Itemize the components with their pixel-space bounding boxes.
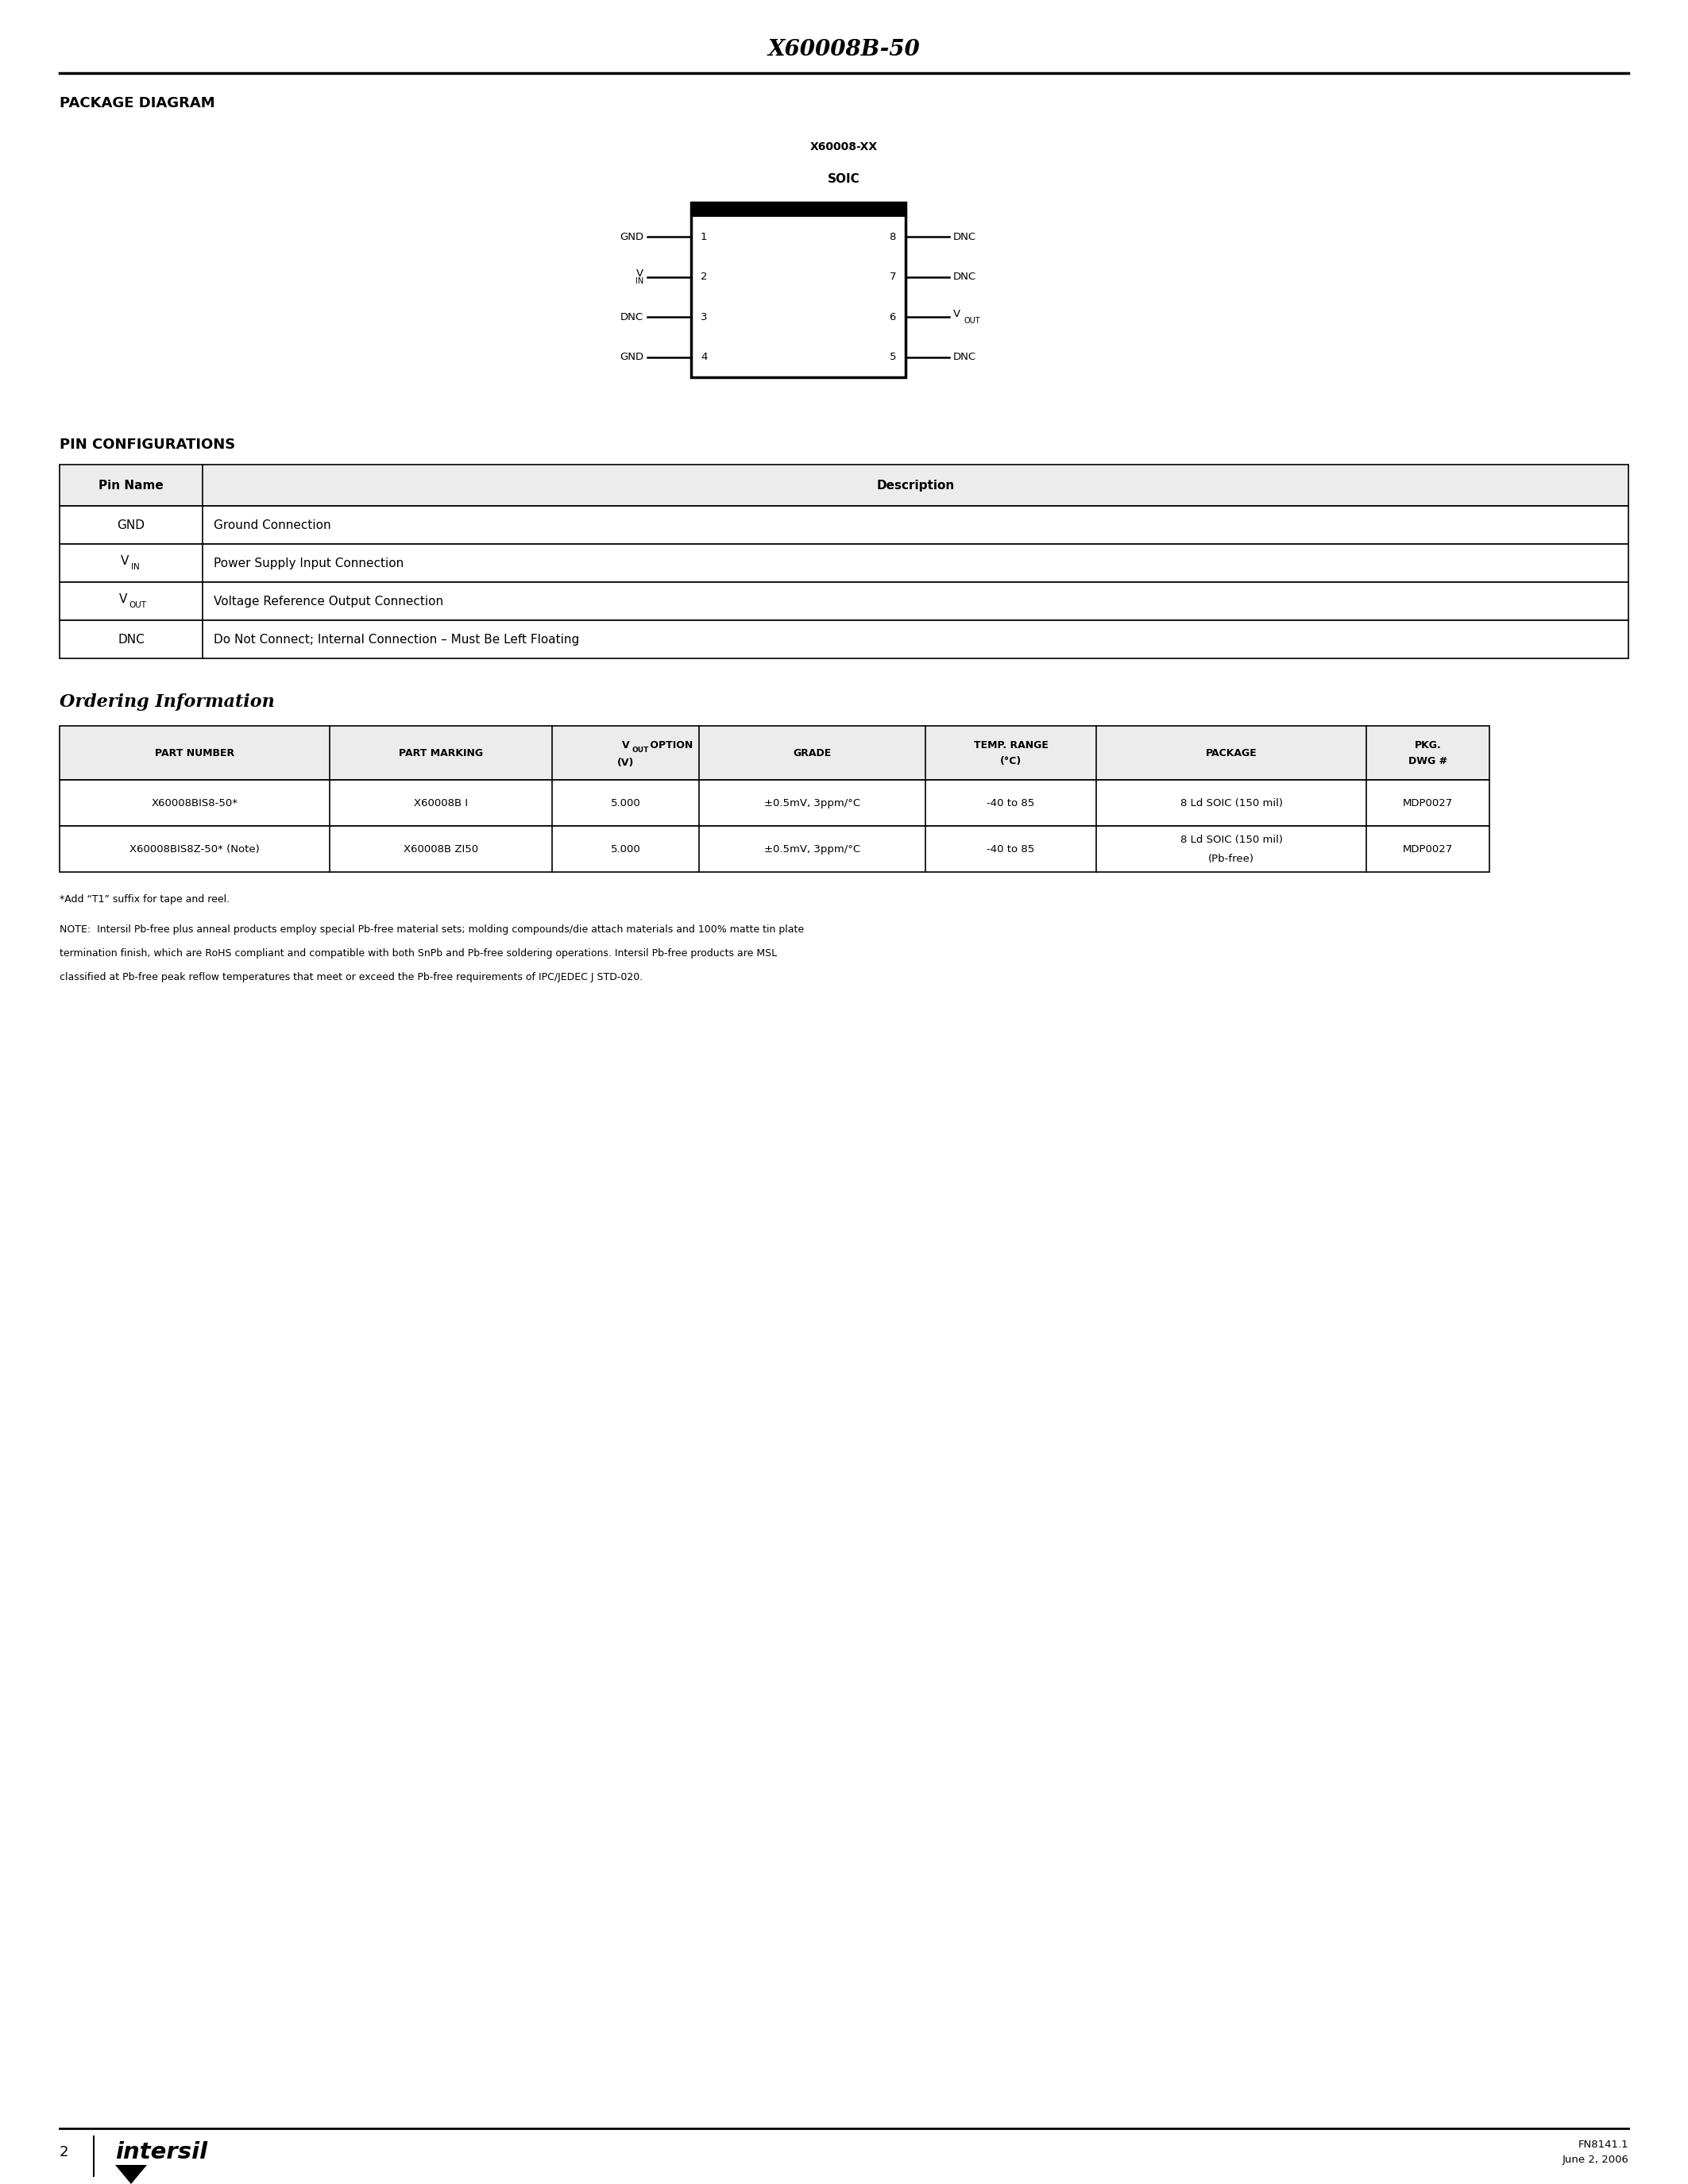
Bar bbox=[59, 507, 1629, 544]
Text: intersil: intersil bbox=[115, 2140, 208, 2164]
Text: -40 to 85: -40 to 85 bbox=[987, 797, 1035, 808]
Text: *Add “T1” suffix for tape and reel.: *Add “T1” suffix for tape and reel. bbox=[59, 893, 230, 904]
Text: Description: Description bbox=[876, 478, 954, 491]
Text: Pin Name: Pin Name bbox=[98, 478, 164, 491]
Text: MDP0027: MDP0027 bbox=[1403, 797, 1453, 808]
Text: DNC: DNC bbox=[619, 312, 643, 323]
Text: PKG.: PKG. bbox=[1415, 740, 1442, 749]
Text: OUT: OUT bbox=[631, 747, 648, 753]
Text: Voltage Reference Output Connection: Voltage Reference Output Connection bbox=[214, 596, 444, 607]
Text: X60008B ZI50: X60008B ZI50 bbox=[403, 843, 478, 854]
Text: OPTION: OPTION bbox=[647, 740, 692, 749]
Bar bbox=[59, 583, 1629, 620]
Text: PIN CONFIGURATIONS: PIN CONFIGURATIONS bbox=[59, 437, 235, 452]
Text: GND: GND bbox=[116, 520, 145, 531]
Text: -40 to 85: -40 to 85 bbox=[987, 843, 1035, 854]
Text: V: V bbox=[621, 740, 630, 749]
Text: NOTE:  Intersil Pb-free plus anneal products employ special Pb-free material set: NOTE: Intersil Pb-free plus anneal produ… bbox=[59, 924, 803, 935]
Text: V: V bbox=[636, 269, 643, 280]
Text: OUT: OUT bbox=[128, 601, 147, 609]
Text: FN8141.1: FN8141.1 bbox=[1578, 2138, 1629, 2149]
Text: Ordering Information: Ordering Information bbox=[59, 692, 275, 710]
Text: Do Not Connect; Internal Connection – Must Be Left Floating: Do Not Connect; Internal Connection – Mu… bbox=[214, 633, 579, 644]
Bar bbox=[690, 203, 905, 378]
Text: ±0.5mV, 3ppm/°C: ±0.5mV, 3ppm/°C bbox=[765, 797, 861, 808]
Text: X60008BIS8Z-50* (Note): X60008BIS8Z-50* (Note) bbox=[130, 843, 260, 854]
Text: MDP0027: MDP0027 bbox=[1403, 843, 1453, 854]
Text: X60008B-50: X60008B-50 bbox=[768, 39, 920, 59]
Bar bbox=[59, 780, 1489, 826]
Bar bbox=[59, 725, 1489, 780]
Text: DWG #: DWG # bbox=[1408, 756, 1447, 767]
Text: 8: 8 bbox=[890, 232, 896, 242]
Text: GND: GND bbox=[619, 232, 643, 242]
Bar bbox=[59, 620, 1629, 657]
Text: DNC: DNC bbox=[954, 271, 976, 282]
Text: 2: 2 bbox=[59, 2145, 69, 2160]
Text: 1: 1 bbox=[701, 232, 707, 242]
Text: DNC: DNC bbox=[954, 232, 976, 242]
Text: X60008BIS8-50*: X60008BIS8-50* bbox=[152, 797, 238, 808]
Bar bbox=[59, 465, 1629, 507]
Text: OUT: OUT bbox=[964, 317, 981, 325]
Text: 4: 4 bbox=[701, 352, 707, 363]
Text: IN: IN bbox=[635, 277, 643, 284]
Text: 7: 7 bbox=[890, 271, 896, 282]
Text: GND: GND bbox=[619, 352, 643, 363]
Text: 6: 6 bbox=[890, 312, 896, 323]
Text: PACKAGE: PACKAGE bbox=[1205, 747, 1258, 758]
Text: PART MARKING: PART MARKING bbox=[398, 747, 483, 758]
Text: 8 Ld SOIC (150 mil): 8 Ld SOIC (150 mil) bbox=[1180, 797, 1283, 808]
Text: IN: IN bbox=[130, 563, 140, 570]
Text: TEMP. RANGE: TEMP. RANGE bbox=[974, 740, 1048, 749]
Text: 5.000: 5.000 bbox=[611, 843, 640, 854]
Text: X60008B I: X60008B I bbox=[414, 797, 468, 808]
Polygon shape bbox=[115, 2164, 147, 2184]
Text: June 2, 2006: June 2, 2006 bbox=[1561, 2156, 1629, 2164]
Text: ±0.5mV, 3ppm/°C: ±0.5mV, 3ppm/°C bbox=[765, 843, 861, 854]
Text: GRADE: GRADE bbox=[793, 747, 832, 758]
Text: classified at Pb-free peak reflow temperatures that meet or exceed the Pb-free r: classified at Pb-free peak reflow temper… bbox=[59, 972, 643, 983]
Bar bbox=[690, 203, 905, 216]
Text: DNC: DNC bbox=[954, 352, 976, 363]
Text: (Pb-free): (Pb-free) bbox=[1209, 854, 1254, 863]
Text: Power Supply Input Connection: Power Supply Input Connection bbox=[214, 557, 403, 570]
Text: PACKAGE DIAGRAM: PACKAGE DIAGRAM bbox=[59, 96, 214, 111]
Text: SOIC: SOIC bbox=[827, 173, 859, 186]
Text: (°C): (°C) bbox=[999, 756, 1021, 767]
Text: PART NUMBER: PART NUMBER bbox=[155, 747, 235, 758]
Bar bbox=[59, 826, 1489, 871]
Text: 5: 5 bbox=[890, 352, 896, 363]
Text: (V): (V) bbox=[618, 758, 635, 767]
Text: termination finish, which are RoHS compliant and compatible with both SnPb and P: termination finish, which are RoHS compl… bbox=[59, 948, 776, 959]
Text: 3: 3 bbox=[701, 312, 707, 323]
Bar bbox=[59, 544, 1629, 583]
Text: DNC: DNC bbox=[118, 633, 145, 644]
Text: 8 Ld SOIC (150 mil): 8 Ld SOIC (150 mil) bbox=[1180, 834, 1283, 845]
Text: V: V bbox=[954, 308, 960, 319]
Text: Ground Connection: Ground Connection bbox=[214, 520, 331, 531]
Text: V: V bbox=[118, 592, 127, 605]
Text: X60008-XX: X60008-XX bbox=[810, 142, 878, 153]
Text: 2: 2 bbox=[701, 271, 707, 282]
Text: 5.000: 5.000 bbox=[611, 797, 640, 808]
Text: V: V bbox=[120, 555, 128, 566]
